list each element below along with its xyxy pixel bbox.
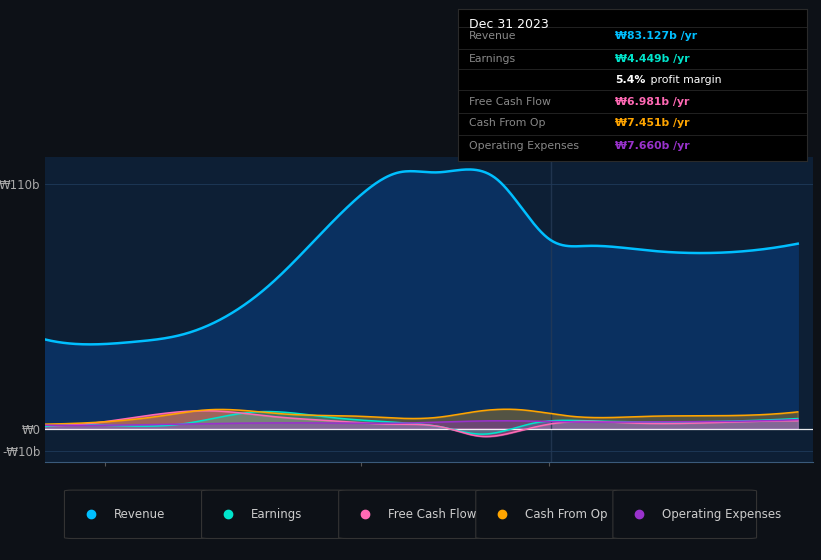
Text: Operating Expenses: Operating Expenses [469,141,579,151]
FancyBboxPatch shape [612,490,757,539]
Text: ₩4.449b /yr: ₩4.449b /yr [615,54,690,64]
Text: profit margin: profit margin [647,75,721,85]
Text: Revenue: Revenue [113,508,165,521]
Text: ₩7.660b /yr: ₩7.660b /yr [615,141,690,151]
FancyBboxPatch shape [201,490,345,539]
FancyBboxPatch shape [476,490,620,539]
Text: Dec 31 2023: Dec 31 2023 [469,18,548,31]
Text: ₩7.451b /yr: ₩7.451b /yr [615,118,690,128]
Text: Free Cash Flow: Free Cash Flow [388,508,476,521]
Text: ₩83.127b /yr: ₩83.127b /yr [615,31,697,41]
Text: 5.4%: 5.4% [615,75,645,85]
Bar [551,157,813,462]
Text: Earnings: Earnings [469,54,516,64]
Text: Operating Expenses: Operating Expenses [662,508,782,521]
FancyBboxPatch shape [338,490,482,539]
Text: Earnings: Earnings [251,508,302,521]
Text: Revenue: Revenue [469,31,516,41]
FancyBboxPatch shape [64,490,208,539]
Text: Cash From Op: Cash From Op [525,508,608,521]
Text: ₩6.981b /yr: ₩6.981b /yr [615,97,690,107]
Text: Cash From Op: Cash From Op [469,118,545,128]
Text: Free Cash Flow: Free Cash Flow [469,97,550,107]
